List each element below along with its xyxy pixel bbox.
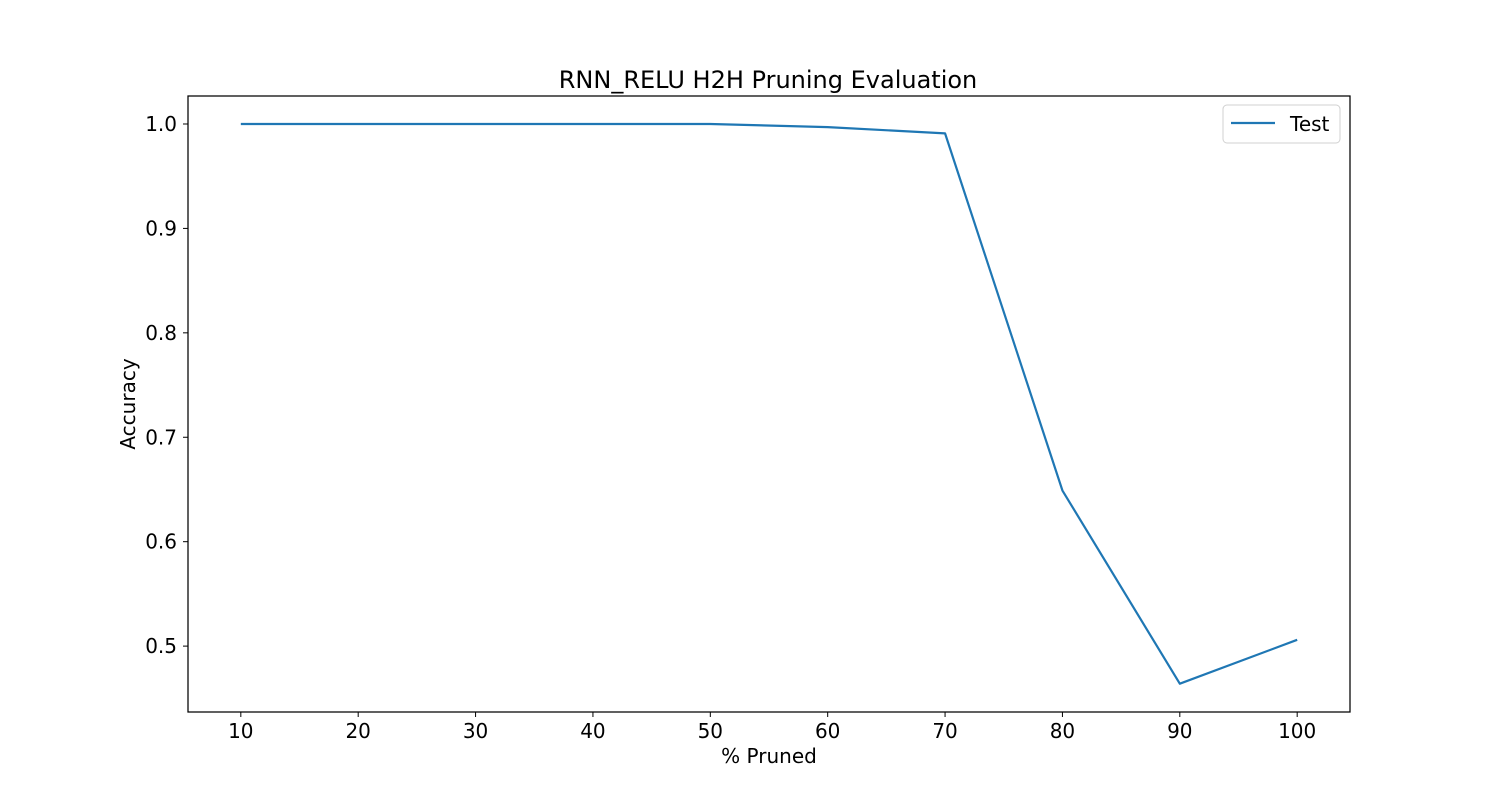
- x-tick-label: 100: [1278, 719, 1316, 743]
- y-tick-label: 0.7: [145, 425, 177, 449]
- legend-label-test: Test: [1289, 112, 1330, 136]
- plot-frame: [187, 95, 1351, 713]
- plot-area: [188, 96, 1350, 712]
- y-tick-label: 0.5: [145, 634, 177, 658]
- y-axis-label: Accuracy: [116, 358, 140, 449]
- x-tick-label: 40: [580, 719, 605, 743]
- y-tick-label: 1.0: [145, 112, 177, 136]
- x-tick-label: 70: [932, 719, 957, 743]
- x-tick-label: 20: [345, 719, 370, 743]
- y-tick-label: 0.9: [145, 216, 177, 240]
- x-axis-label: % Pruned: [721, 744, 817, 768]
- y-tick-label: 0.6: [145, 530, 177, 554]
- x-tick-label: 50: [698, 719, 723, 743]
- x-tick-label: 90: [1167, 719, 1192, 743]
- legend: Test: [1222, 104, 1341, 144]
- y-tick-label: 0.8: [145, 321, 177, 345]
- legend-box: [1222, 104, 1341, 144]
- series-line-test: [240, 122, 1298, 685]
- x-tick-label: 60: [815, 719, 840, 743]
- y-axis: 0.5 0.6 0.7 0.8 0.9 1.0: [145, 112, 188, 658]
- chart-title: RNN_RELU H2H Pruning Evaluation: [559, 66, 978, 94]
- series-group: [240, 122, 1298, 685]
- x-tick-label: 30: [463, 719, 488, 743]
- x-axis: 10 20 30 40 50 60 70 80 90 100: [228, 712, 1316, 743]
- x-tick-label: 80: [1050, 719, 1075, 743]
- x-tick-label: 10: [228, 719, 253, 743]
